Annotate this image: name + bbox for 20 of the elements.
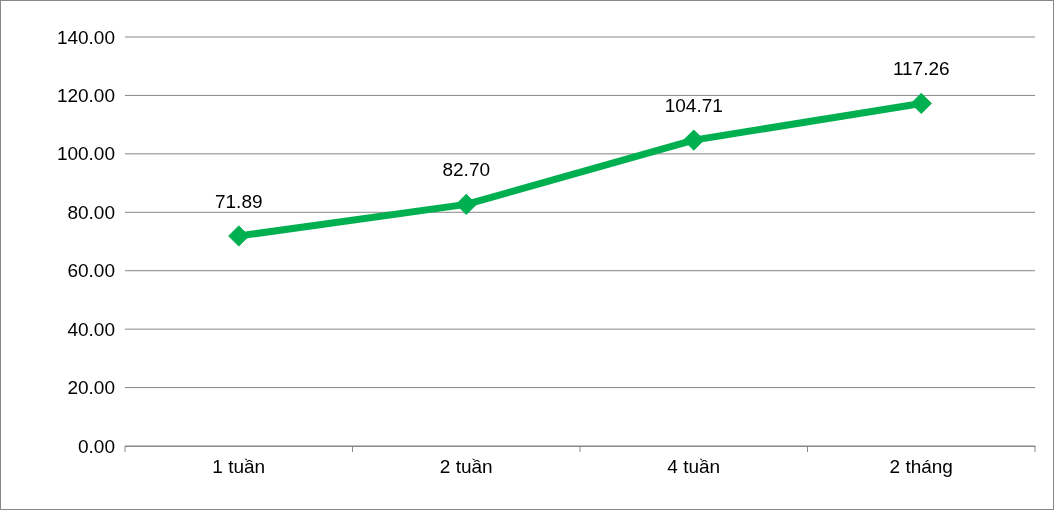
data-label: 71.89 (214, 190, 263, 212)
point (683, 129, 705, 151)
data-label: 82.70 (442, 159, 491, 181)
y-tick-label: 140.00 (56, 26, 115, 48)
data-label: 104.71 (664, 95, 723, 117)
y-tick-label: 40.00 (67, 318, 115, 340)
y-tick-label: 0.00 (78, 435, 115, 457)
y-tick-label: 20.00 (67, 377, 115, 399)
y-tick-label: 60.00 (67, 260, 115, 282)
point (228, 225, 250, 247)
x-tick-label: 2 tháng (889, 456, 953, 478)
point (910, 92, 932, 115)
x-tick-label: 1 tuần (212, 456, 266, 478)
y-tick-label: 80.00 (67, 201, 115, 223)
y-tick-label: 100.00 (56, 143, 115, 165)
data-label: 117.26 (892, 58, 950, 80)
x-tick-label: 4 tuần (667, 456, 721, 478)
y-tick-label: 120.00 (56, 85, 115, 107)
x-tick-label: 2 tuần (439, 456, 493, 478)
point (455, 193, 477, 215)
